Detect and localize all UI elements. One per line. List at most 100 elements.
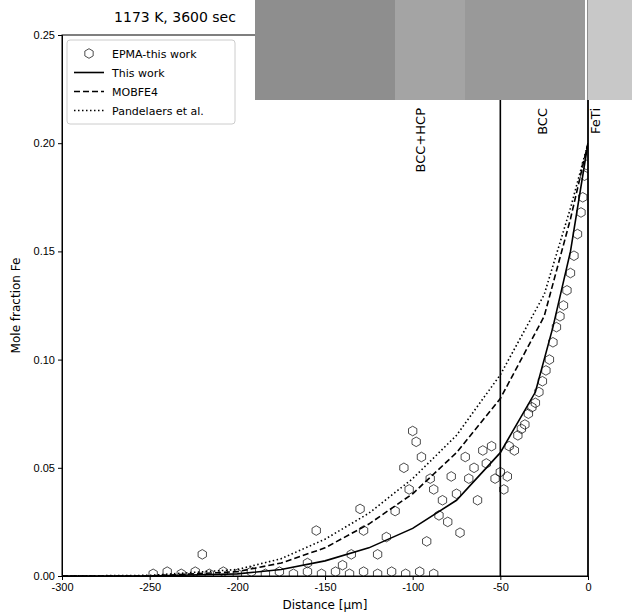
legend: EPMA-this workThis workMOBFE4Pandelaers … xyxy=(67,40,235,124)
y-axis: 0.00 0.05 0.10 0.15 0.20 0.25 xyxy=(34,29,63,582)
chart: -300-250-200-150-100-5000.000.050.100.15… xyxy=(0,0,637,615)
x-tick-label: -150 xyxy=(314,581,336,593)
x-tick-mark xyxy=(325,576,326,580)
epma-point xyxy=(317,569,325,576)
y-axis-line xyxy=(58,36,63,577)
epma-point xyxy=(373,550,381,560)
y-tick-label: 0.00 xyxy=(34,570,55,582)
epma-point xyxy=(456,528,464,538)
epma-point xyxy=(417,452,425,462)
epma-point xyxy=(387,567,395,576)
x-tick-mark xyxy=(237,576,238,580)
epma-point xyxy=(198,550,206,560)
y-tick: 0.25 xyxy=(34,29,62,41)
y-tick-label: 0.05 xyxy=(34,462,55,474)
epma-point xyxy=(447,472,455,482)
y-tick-mark xyxy=(58,360,62,361)
epma-point xyxy=(430,485,438,495)
epma-point xyxy=(356,504,364,514)
x-axis-line xyxy=(63,577,589,581)
x-tick-mark xyxy=(413,576,414,580)
x-tick: -50 xyxy=(493,576,509,593)
epma-point xyxy=(373,569,381,576)
y-tick: 0.20 xyxy=(34,137,62,149)
y-tick: 0.10 xyxy=(34,354,62,366)
x-tick-mark xyxy=(588,576,589,580)
epma-point xyxy=(345,569,353,576)
epma-point xyxy=(405,485,413,495)
model-line xyxy=(62,143,588,576)
plot-area xyxy=(62,143,588,576)
y-tick: 0.15 xyxy=(34,245,62,257)
legend-label: Pandelaers et al. xyxy=(112,105,204,118)
x-tick: -150 xyxy=(314,576,336,593)
y-tick-mark xyxy=(58,35,62,36)
epma-point xyxy=(338,560,346,570)
y-tick-mark xyxy=(58,251,62,252)
y-tick-label: 0.10 xyxy=(34,354,55,366)
epma-point xyxy=(479,446,487,456)
x-axis-title: Distance [μm] xyxy=(283,598,368,612)
x-tick-label: -50 xyxy=(493,581,509,593)
x-tick-label: 0 xyxy=(585,581,591,593)
micrograph xyxy=(255,0,632,100)
y-tick-label: 0.20 xyxy=(34,137,55,149)
legend-line xyxy=(74,110,104,112)
epma-point xyxy=(423,537,431,547)
legend-line xyxy=(74,72,104,74)
x-tick-label: -100 xyxy=(402,581,424,593)
x-axis: -300-250-200-150-100-500 xyxy=(51,576,591,593)
epma-point xyxy=(465,474,473,484)
model-line xyxy=(62,143,588,576)
epma-point xyxy=(545,355,553,365)
micrograph-bg xyxy=(255,0,632,100)
plot-frame xyxy=(62,35,588,576)
y-tick-label: 0.25 xyxy=(34,29,55,41)
epma-point xyxy=(401,569,409,576)
epma-point xyxy=(566,268,574,278)
epma-point xyxy=(359,567,367,576)
micrograph-edge xyxy=(585,0,587,100)
epma-point xyxy=(400,463,408,473)
x-tick-label: -300 xyxy=(51,581,73,593)
epma-point xyxy=(412,437,420,447)
y-tick-mark xyxy=(58,143,62,144)
epma-point xyxy=(430,569,438,576)
micrograph-band xyxy=(465,0,585,100)
x-tick: -100 xyxy=(402,576,424,593)
micrograph-band xyxy=(395,0,465,100)
phase-boundary xyxy=(500,35,502,576)
y-tick: 0.00 xyxy=(34,570,62,582)
legend-frame xyxy=(67,40,235,124)
legend-line xyxy=(74,91,104,93)
legend-marker xyxy=(85,49,93,59)
epma-point xyxy=(563,286,571,296)
y-tick-label: 0.15 xyxy=(34,245,55,257)
epma-point xyxy=(470,463,478,473)
epma-point xyxy=(289,569,297,576)
x-tick: 0 xyxy=(585,576,591,593)
epma-point xyxy=(303,567,311,576)
epma-point xyxy=(331,567,339,576)
y-tick-mark xyxy=(58,576,62,577)
micrograph-band xyxy=(588,0,632,100)
epma-point xyxy=(444,517,452,527)
epma-point xyxy=(521,420,529,430)
x-tick-mark xyxy=(150,576,151,580)
legend-label: EPMA-this work xyxy=(112,48,197,61)
y-tick: 0.05 xyxy=(34,462,62,474)
y-tick-mark xyxy=(58,468,62,469)
epma-point xyxy=(312,526,320,536)
legend-label: This work xyxy=(111,67,165,80)
phase-label: BCC xyxy=(535,108,550,135)
epma-point xyxy=(487,441,495,451)
epma-point xyxy=(473,495,481,505)
epma-point xyxy=(503,472,511,482)
epma-point xyxy=(409,426,417,436)
y-axis-title: Mole fraction Fe xyxy=(9,258,23,354)
epma-point xyxy=(559,301,567,311)
epma-point xyxy=(531,398,539,408)
epma-point xyxy=(438,495,446,505)
epma-point xyxy=(461,452,469,462)
epma-point xyxy=(510,446,518,456)
